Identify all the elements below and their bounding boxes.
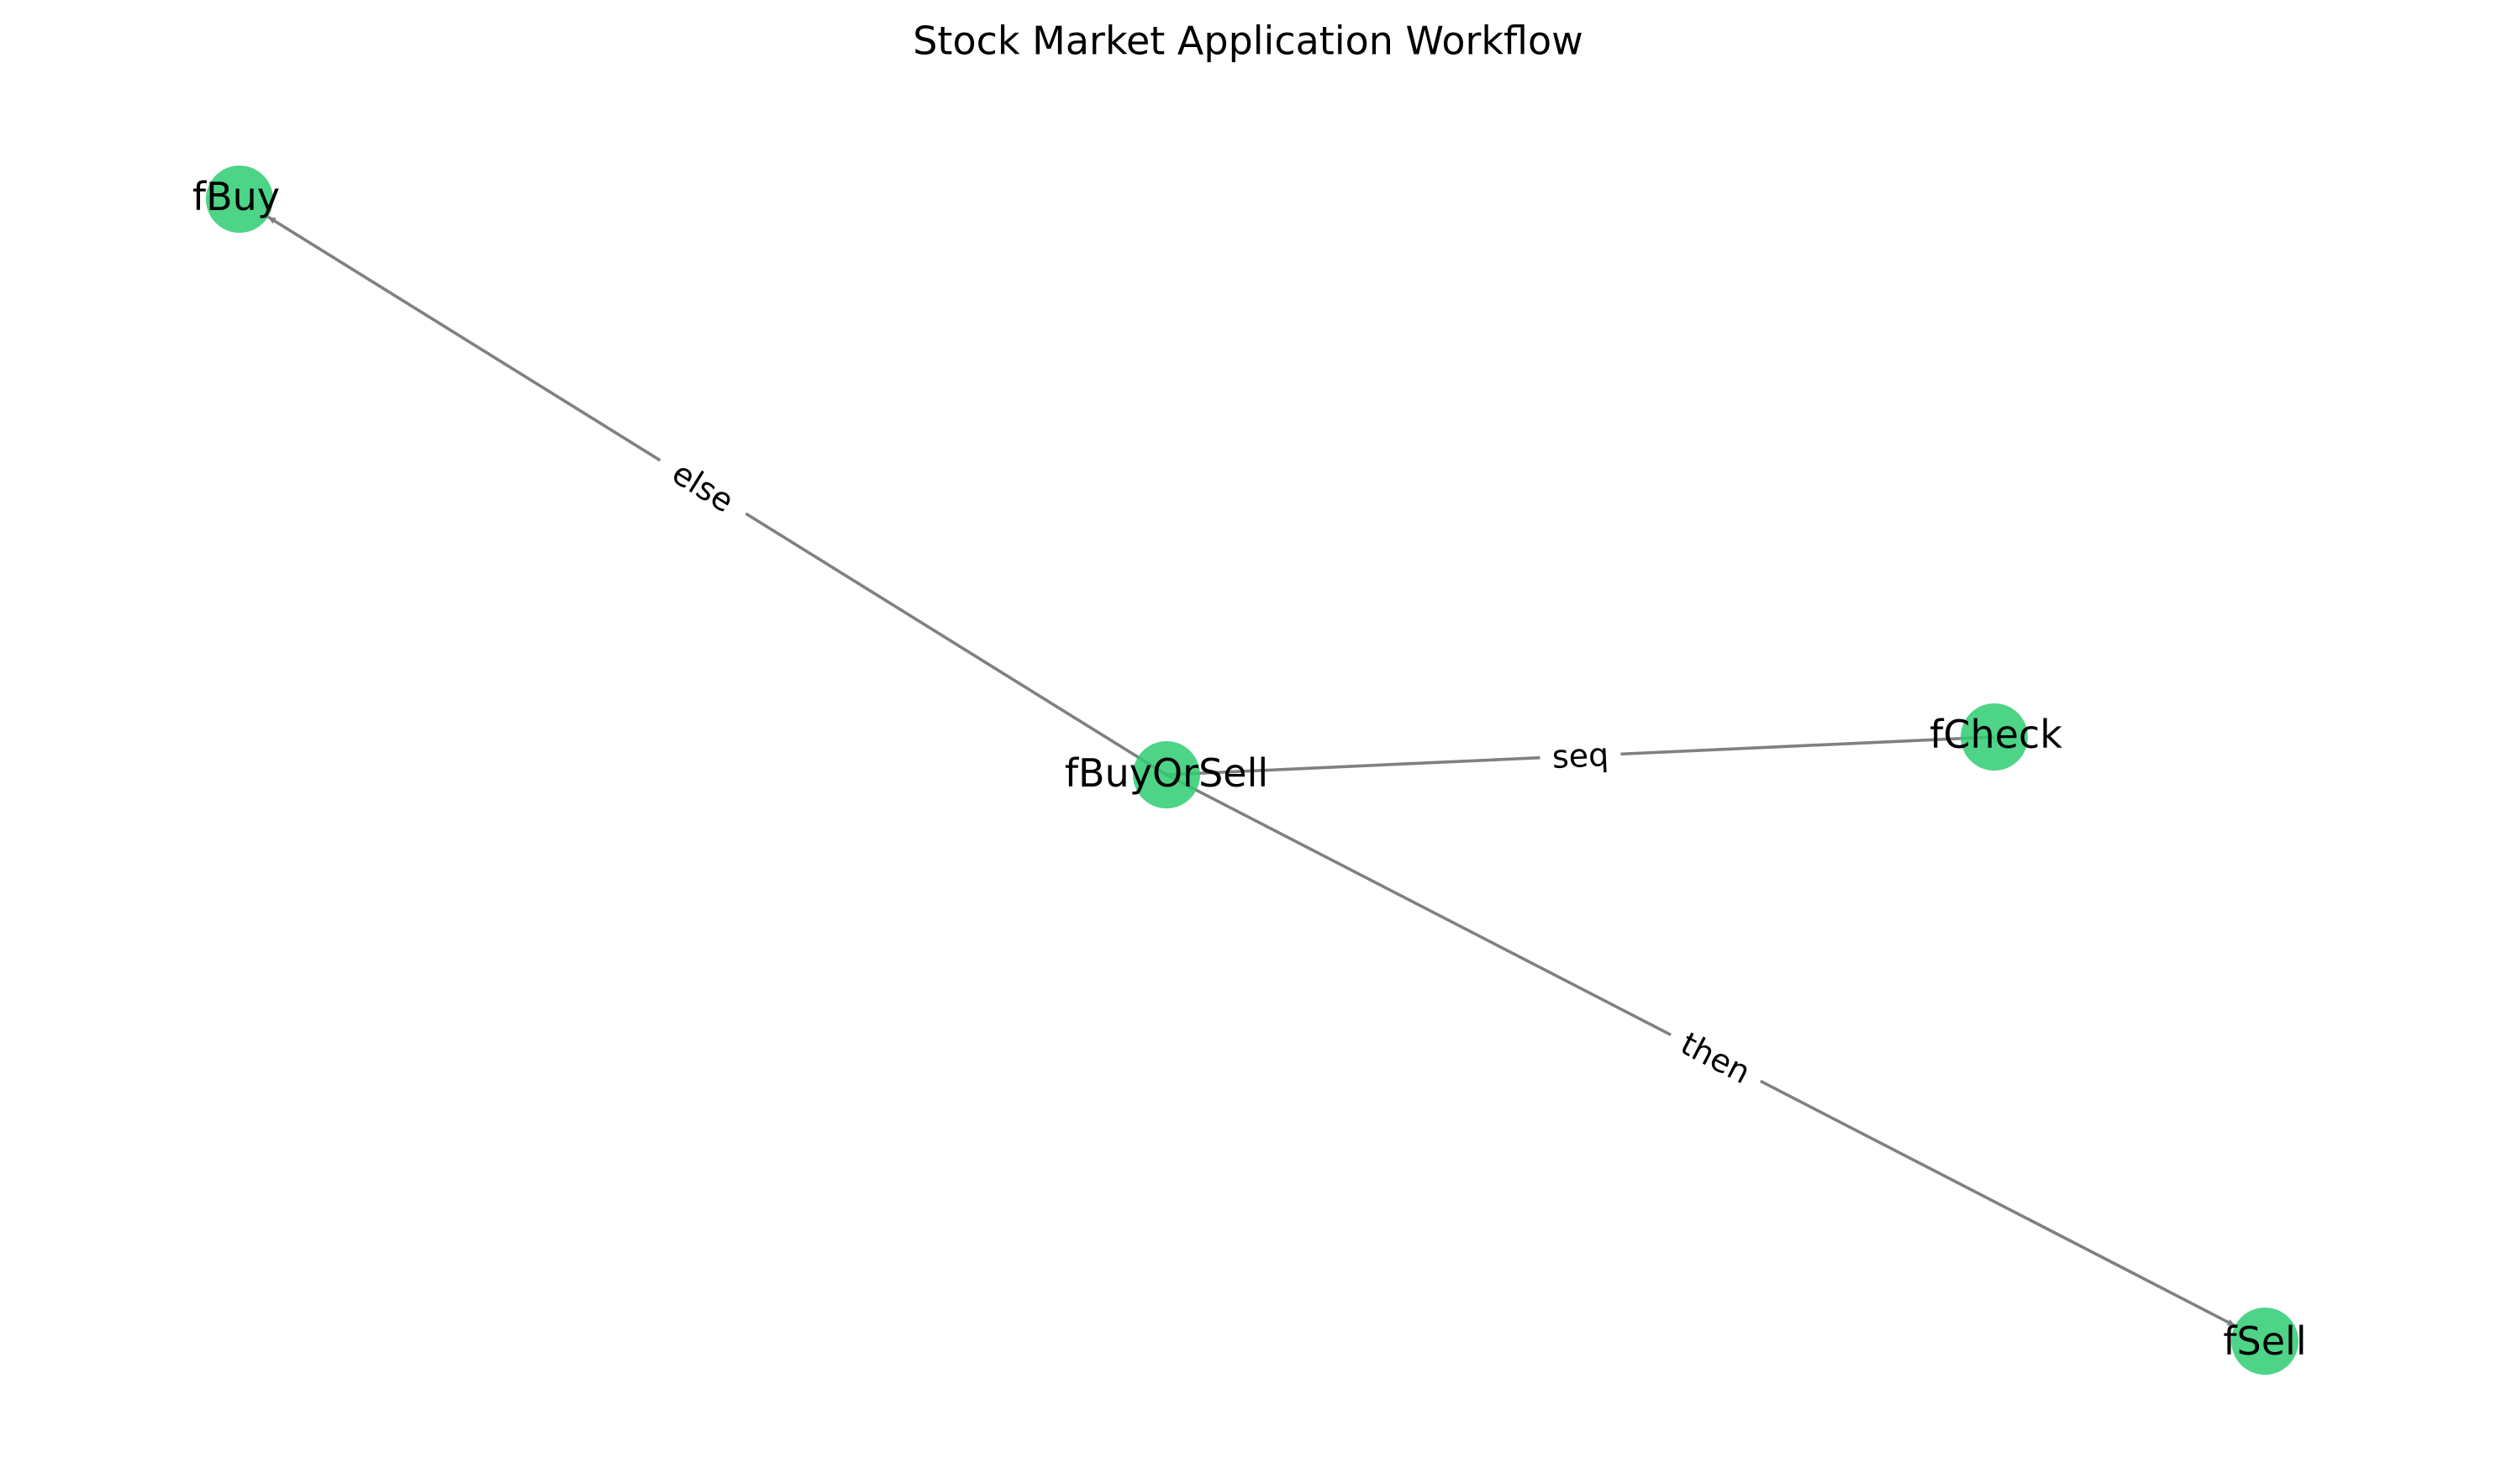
node-labels-layer: fBuy fBuyOrSell fCheck fSell: [192, 174, 2307, 1364]
diagram-title: Stock Market Application Workflow: [913, 18, 1583, 64]
node-label-fCheck: fCheck: [1930, 712, 2062, 757]
node-fBuy[interactable]: [206, 166, 273, 233]
edge-label-seq: seq: [1539, 732, 1622, 780]
node-label-fBuyOrSell: fBuyOrSell: [1065, 750, 1268, 796]
node-fBuyOrSell[interactable]: [1133, 741, 1200, 808]
edge-label-text: seq: [1551, 736, 1609, 776]
node-label-fSell: fSell: [2223, 1318, 2306, 1364]
node-fSell[interactable]: [2231, 1308, 2299, 1375]
node-fCheck[interactable]: [1961, 703, 2028, 771]
edge-label-background: [1539, 732, 1622, 780]
nodes-layer: [206, 166, 2299, 1375]
edge-label-background: [648, 441, 758, 533]
edge-label-background: [1661, 1015, 1771, 1101]
node-label-fBuy: fBuy: [192, 174, 280, 219]
